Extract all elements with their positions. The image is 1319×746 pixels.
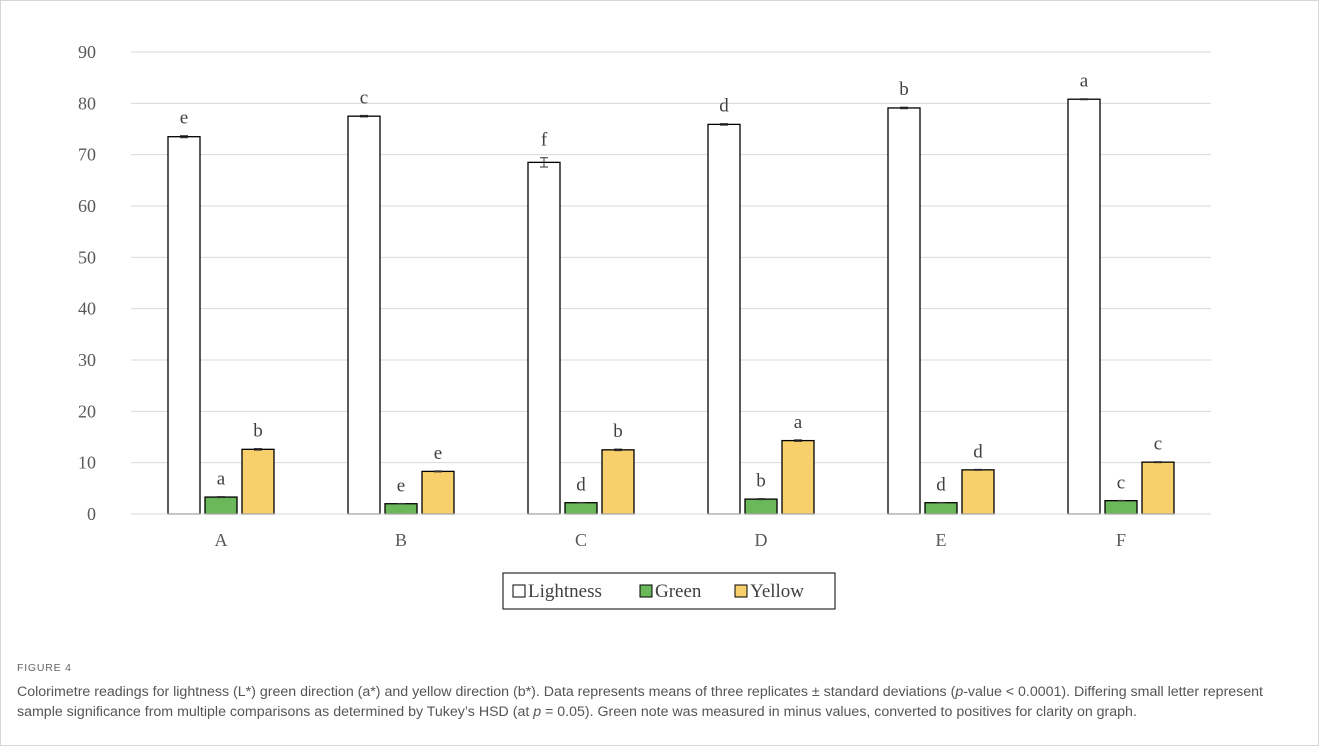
- significance-letter: f: [541, 130, 548, 151]
- y-tick-label: 80: [78, 93, 96, 113]
- x-tick-label: C: [575, 530, 587, 550]
- y-tick-label: 10: [78, 453, 96, 473]
- bar-green: [204, 496, 238, 515]
- bar-green: [564, 502, 598, 515]
- bar-lightness: [167, 136, 201, 515]
- figure-caption: Colorimetre readings for lightness (L*) …: [17, 682, 1307, 722]
- significance-letter: e: [397, 475, 405, 496]
- bar-chart: 0 10 20 30 40 50 60 70 80 90 e a b Ac e e Bf d b Cd b a Db d d Ea…: [78, 42, 1211, 610]
- significance-letter: c: [1154, 434, 1162, 455]
- y-tick-label: 20: [78, 401, 96, 421]
- x-tick-label: E: [936, 530, 947, 550]
- legend-label-green: Green: [655, 581, 702, 602]
- legend-swatch-green: [639, 584, 653, 598]
- bar-green: [924, 502, 958, 515]
- x-tick-label: D: [755, 530, 768, 550]
- x-tick-label: F: [1116, 530, 1126, 550]
- y-tick-label: 90: [78, 42, 96, 62]
- significance-letter: e: [434, 443, 442, 464]
- bar-yellow: [241, 448, 275, 515]
- significance-letter: b: [899, 79, 909, 100]
- bar-lightness: [527, 161, 561, 515]
- legend-label-lightness: Lightness: [528, 581, 602, 602]
- y-tick-label: 70: [78, 145, 96, 165]
- bar-yellow: [1141, 461, 1175, 515]
- bar-yellow: [421, 470, 455, 515]
- y-tick-label: 60: [78, 196, 96, 216]
- caption-part-2: -value < 0.0001). Differing small letter…: [17, 684, 1263, 720]
- significance-letter: a: [217, 469, 226, 490]
- y-tick-label: 0: [87, 504, 96, 524]
- y-tick-label: 40: [78, 299, 96, 319]
- significance-letter: b: [613, 421, 623, 442]
- significance-letter: a: [1080, 71, 1089, 92]
- figure-label: FIGURE 4: [17, 662, 72, 674]
- significance-letter: e: [180, 108, 188, 129]
- bar-yellow: [961, 469, 995, 515]
- significance-letter: a: [794, 412, 803, 433]
- caption-p-italic-2: p: [533, 704, 542, 720]
- bar-lightness: [887, 107, 921, 515]
- bar-lightness: [707, 123, 741, 515]
- bar-yellow: [601, 449, 635, 515]
- significance-letter: c: [360, 87, 368, 108]
- legend-swatch-lightness: [512, 584, 526, 598]
- significance-letter: b: [253, 421, 263, 442]
- y-tick-label: 50: [78, 247, 96, 267]
- bar-lightness: [1067, 98, 1101, 515]
- significance-letter: d: [576, 474, 586, 495]
- significance-letter: b: [756, 471, 766, 492]
- x-tick-label: B: [395, 530, 407, 550]
- caption-part-1: Colorimetre readings for lightness (L*) …: [17, 684, 956, 700]
- legend-label-yellow: Yellow: [750, 581, 804, 602]
- y-tick-label: 30: [78, 350, 96, 370]
- bar-lightness: [347, 115, 381, 515]
- significance-letter: c: [1117, 472, 1125, 493]
- bar-yellow: [781, 439, 815, 515]
- significance-letter: d: [719, 96, 729, 117]
- caption-part-3: = 0.05). Green note was measured in minu…: [541, 704, 1137, 720]
- bar-green: [1104, 500, 1138, 515]
- legend-swatch-yellow: [734, 584, 748, 598]
- significance-letter: d: [973, 441, 983, 462]
- bar-green: [384, 503, 418, 515]
- significance-letter: d: [936, 474, 946, 495]
- bar-green: [744, 498, 778, 515]
- x-tick-label: A: [215, 530, 228, 550]
- caption-p-italic-1: p: [955, 684, 964, 700]
- legend-box: [502, 572, 836, 610]
